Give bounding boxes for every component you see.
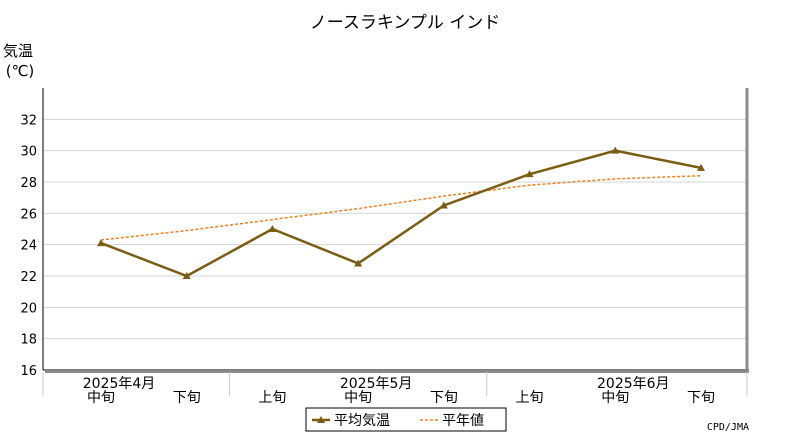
x-tick-label: 中旬 (601, 390, 629, 406)
x-tick-label: 上旬 (516, 390, 544, 406)
x-axis-ticks: 中旬 下旬 上旬 中旬 下旬 上旬 中旬 下旬 2025年4月 2025年5月 2025年6月 (42, 372, 748, 406)
data-point-marker (97, 239, 105, 247)
y-axis-ticks: 16 18 20 22 24 26 28 30 32 (20, 113, 37, 379)
y-tick-label: 26 (20, 207, 37, 222)
x-month-label: 2025年6月 (597, 376, 670, 392)
y-axis-label: 気温 (3, 42, 33, 60)
series-line-normal (100, 174, 702, 241)
y-tick-label: 28 (20, 176, 37, 191)
series-line-average (100, 149, 702, 278)
series-lines (97, 146, 705, 279)
y-tick-label: 16 (20, 364, 37, 379)
data-point-marker (268, 225, 277, 232)
data-point-marker (611, 146, 620, 154)
y-tick-label: 18 (20, 333, 37, 348)
y-tick-label: 20 (20, 301, 37, 316)
plot-area (43, 88, 749, 370)
y-tick-label: 22 (20, 270, 37, 285)
x-tick-label: 上旬 (258, 390, 286, 406)
y-tick-label: 24 (20, 239, 37, 254)
x-tick-label: 下旬 (173, 390, 201, 406)
y-tick-label: 30 (20, 145, 37, 160)
legend-box (305, 407, 507, 432)
gridlines (43, 118, 747, 340)
data-point-marker (182, 272, 191, 279)
data-point-marker (697, 163, 705, 171)
legend-label-avg: 平均気温 (334, 413, 390, 429)
data-point-marker (439, 201, 448, 209)
y-tick-label: 32 (20, 113, 37, 128)
y-axis-unit: (℃) (6, 62, 35, 80)
chart-title: ノースラキンプル インド (310, 13, 501, 33)
x-month-label: 2025年5月 (340, 376, 413, 392)
legend-marker-avg (317, 416, 325, 423)
credit-text: CPD/JMA (707, 422, 749, 433)
x-tick-label: 下旬 (687, 390, 715, 406)
x-tick-label: 下旬 (430, 390, 458, 406)
legend: 平均気温 平年値 (305, 407, 507, 432)
x-tick-label: 中旬 (87, 390, 115, 406)
data-point-marker (525, 170, 534, 178)
x-month-label: 2025年4月 (83, 376, 156, 392)
x-tick-label: 中旬 (344, 390, 372, 406)
data-point-marker (354, 259, 363, 267)
legend-label-normal: 平年値 (442, 413, 484, 429)
